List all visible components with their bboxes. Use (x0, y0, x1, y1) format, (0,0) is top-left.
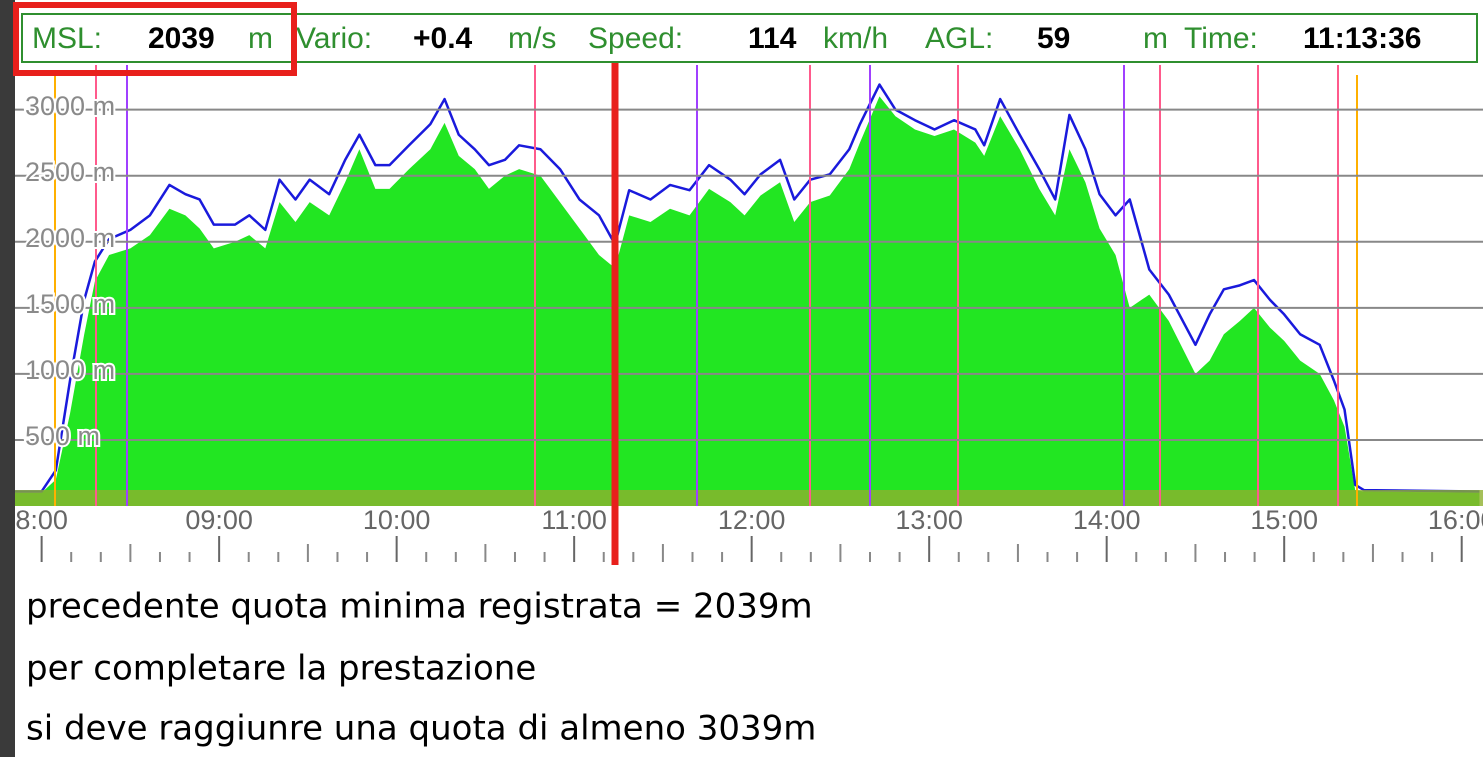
ground-strip (15, 490, 1483, 506)
plot (15, 83, 1480, 506)
x-tick-label: 11:00 (541, 505, 607, 535)
readout-value: 11:13:36 (1303, 22, 1421, 55)
readout-unit: m (248, 22, 273, 55)
readout-value: 59 (1037, 22, 1070, 55)
line (15, 83, 1480, 493)
readout-label: MSL: (32, 22, 102, 55)
markers (54, 65, 1358, 506)
x-tick-label: 8:00 (15, 505, 68, 535)
y-tick-label: 2500 m (25, 157, 115, 187)
readout-label: AGL: (925, 22, 993, 55)
readout-value: 2039 (148, 22, 215, 55)
readout-unit: m/s (508, 22, 556, 55)
note-line: precedente quota minima registrata = 203… (26, 587, 813, 627)
note-line: si deve raggiunre una quota di almeno 30… (26, 709, 816, 749)
x-tick-label: 15:00 (1250, 505, 1318, 535)
x-tick-label: 12:00 (718, 505, 786, 535)
highlight-box (13, 2, 297, 76)
y-tick-label: 3000 m (25, 91, 115, 121)
axes: 500 m 1000 m 1500 m 2000 m 2500 m 3000 m 8:00 0… (15, 89, 1483, 562)
y-tick-label: 2000 m (25, 223, 115, 253)
readout-label: Vario: (296, 22, 372, 55)
readout-unit: km/h (823, 22, 888, 55)
area (15, 96, 1480, 506)
y-tick-label: 500 m (25, 421, 100, 451)
readout-unit: m (1143, 22, 1168, 55)
x-tick-label: 13:00 (895, 505, 963, 535)
x-tick-label: 10:00 (363, 505, 431, 535)
x-tick-label: 09:00 (185, 505, 253, 535)
note-panel (15, 565, 1483, 757)
x-tick-label: 16:00 (1428, 505, 1483, 535)
note-line: per completare la prestazione (26, 649, 536, 689)
x-tick-label: 14:00 (1073, 505, 1141, 535)
y-tick-label: 1500 m (25, 289, 115, 319)
y-tick-label: 1000 m (25, 355, 115, 385)
readout-value: 114 (748, 22, 797, 55)
readout-label: Time: (1184, 22, 1258, 55)
readout-label: Speed: (588, 22, 683, 55)
readout-bar (21, 13, 1478, 63)
readout-value: +0.4 (413, 22, 473, 55)
